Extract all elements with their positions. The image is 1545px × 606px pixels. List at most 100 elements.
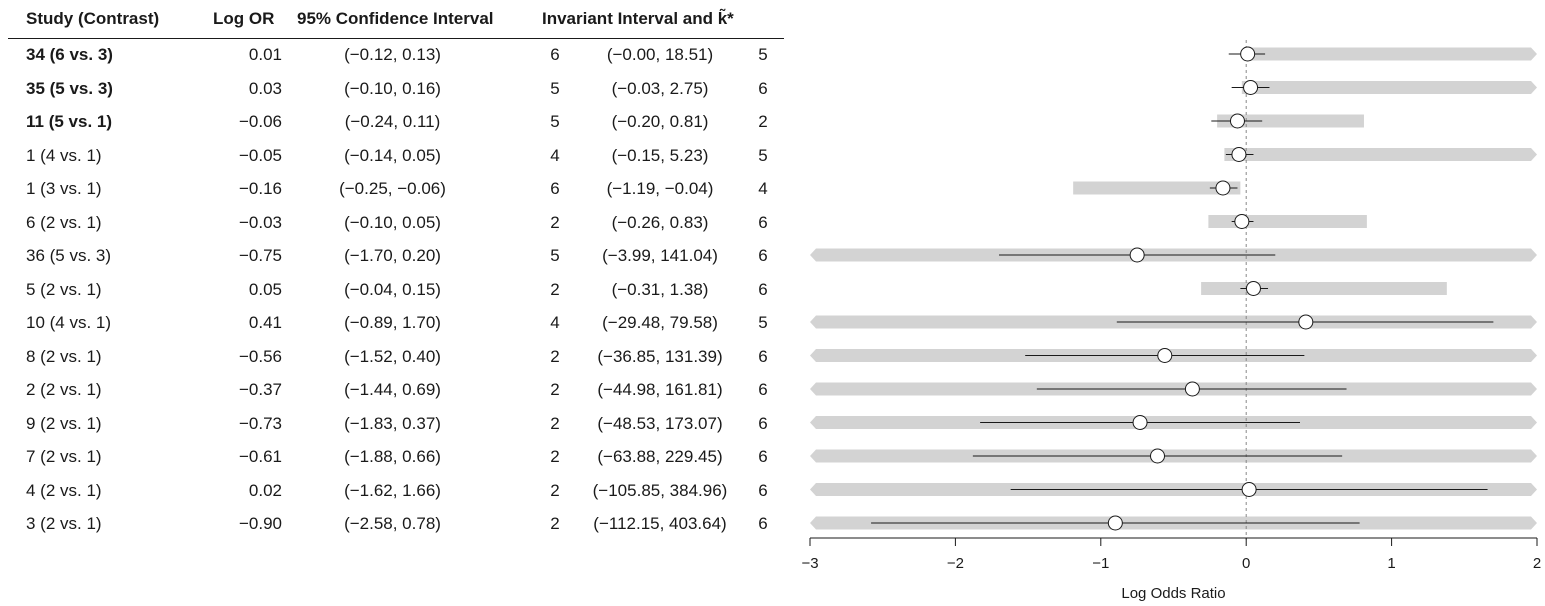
cell-k: 6 [550, 179, 560, 198]
point-estimate [1132, 415, 1148, 430]
cell-invariant-interval: (−29.48, 79.58) [602, 313, 718, 332]
cell-log-or: 0.03 [248, 78, 282, 98]
cell-confidence-interval: (−0.14, 0.05) [344, 145, 441, 165]
invariant-interval-band [1224, 148, 1537, 161]
cell-k: 5 [550, 246, 560, 265]
cell-study: 1 (4 vs. 1) [26, 145, 102, 165]
cell-study: 3 (2 vs. 1) [26, 514, 102, 533]
header-divider [8, 38, 784, 39]
cell-log-or: −0.75 [238, 246, 282, 265]
point-estimate [1107, 515, 1123, 531]
cell-k-tilde: 5 [758, 145, 768, 165]
cell-k: 2 [550, 413, 560, 433]
cell-study: 4 (2 vs. 1) [26, 480, 102, 500]
cell-confidence-interval: (−0.89, 1.70) [344, 313, 441, 332]
cell-invariant-interval: (−44.98, 161.81) [597, 380, 723, 399]
point-estimate [1150, 448, 1166, 464]
cell-k-tilde: 6 [758, 212, 768, 232]
cell-confidence-interval: (−0.04, 0.15) [344, 279, 441, 299]
cell-k: 4 [550, 313, 560, 332]
cell-k-tilde: 5 [758, 313, 768, 332]
cell-log-or: −0.56 [238, 346, 282, 366]
point-estimate [1234, 214, 1250, 229]
cell-k: 2 [550, 514, 560, 533]
cell-study: 10 (4 vs. 1) [26, 313, 112, 332]
cell-confidence-interval: (−1.83, 0.37) [344, 413, 441, 433]
cell-study: 11 (5 vs. 1) [26, 112, 113, 131]
header-study: Study (Contrast) [26, 9, 160, 28]
cell-log-or: 0.01 [248, 45, 282, 64]
cell-study: 1 (3 vs. 1) [26, 179, 102, 198]
cell-log-or: −0.03 [238, 212, 282, 232]
cell-confidence-interval: (−2.58, 0.78) [344, 514, 441, 533]
cell-k: 4 [550, 145, 560, 165]
x-tick-label: −2 [947, 555, 964, 572]
cell-study: 36 (5 vs. 3) [26, 246, 112, 265]
cell-invariant-interval: (−48.53, 173.07) [597, 413, 723, 433]
x-tick-label: 0 [1242, 555, 1250, 572]
cell-study: 5 (2 vs. 1) [26, 279, 102, 299]
cell-log-or: −0.06 [238, 112, 282, 131]
cell-confidence-interval: (−1.88, 0.66) [344, 447, 441, 466]
point-estimate [1184, 381, 1200, 397]
cell-k: 2 [550, 380, 560, 399]
cell-invariant-interval: (−63.88, 229.45) [597, 447, 723, 466]
header-invariant-interval: Invariant Interval and k̃* [542, 9, 734, 28]
cell-confidence-interval: (−0.12, 0.13) [344, 45, 441, 64]
cell-study: 7 (2 vs. 1) [26, 447, 102, 466]
cell-confidence-interval: (−1.44, 0.69) [344, 380, 441, 399]
header-confidence-interval: 95% Confidence Interval [297, 9, 494, 28]
cell-log-or: 0.05 [248, 279, 282, 299]
cell-k: 5 [550, 78, 560, 98]
cell-k: 2 [550, 279, 560, 299]
cell-k-tilde: 4 [758, 179, 768, 198]
point-estimate [1240, 46, 1256, 62]
cell-confidence-interval: (−0.10, 0.16) [344, 78, 441, 98]
invariant-interval-band [1241, 81, 1537, 94]
cell-confidence-interval: (−1.70, 0.20) [344, 246, 441, 265]
cell-invariant-interval: (−3.99, 141.04) [602, 246, 718, 265]
cell-study: 8 (2 vs. 1) [26, 346, 102, 366]
cell-k-tilde: 6 [758, 413, 768, 433]
cell-confidence-interval: (−0.10, 0.05) [344, 212, 441, 232]
cell-invariant-interval: (−105.85, 384.96) [592, 480, 728, 500]
cell-log-or: −0.05 [238, 145, 282, 165]
invariant-interval-band [1246, 47, 1537, 61]
cell-k: 2 [550, 212, 560, 232]
invariant-interval-band [1217, 114, 1364, 128]
cell-study: 2 (2 vs. 1) [26, 380, 102, 399]
cell-k-tilde: 6 [758, 480, 768, 500]
cell-invariant-interval: (−0.15, 5.23) [611, 145, 709, 165]
x-axis-label: Log Odds Ratio [1121, 585, 1225, 602]
point-estimate [1229, 113, 1245, 129]
cell-log-or: −0.73 [238, 413, 282, 433]
cell-confidence-interval: (−0.25, −0.06) [339, 179, 446, 198]
cell-k: 2 [550, 480, 560, 500]
cell-invariant-interval: (−0.26, 0.83) [611, 212, 709, 232]
cell-invariant-interval: (−36.85, 131.39) [597, 346, 723, 366]
cell-confidence-interval: (−0.24, 0.11) [344, 112, 441, 131]
cell-k-tilde: 6 [758, 246, 768, 265]
cell-k-tilde: 6 [758, 447, 768, 466]
cell-k: 2 [550, 346, 560, 366]
cell-k-tilde: 6 [758, 346, 768, 366]
cell-confidence-interval: (−1.62, 1.66) [344, 480, 441, 500]
cell-k: 2 [550, 447, 560, 466]
cell-k: 5 [550, 112, 560, 131]
cell-invariant-interval: (−0.20, 0.81) [611, 112, 709, 131]
cell-k-tilde: 6 [758, 514, 768, 533]
point-estimate [1298, 314, 1314, 330]
cell-invariant-interval: (−0.00, 18.51) [606, 45, 714, 64]
cell-invariant-interval: (−1.19, −0.04) [606, 179, 714, 198]
cell-k: 6 [550, 45, 560, 64]
cell-k-tilde: 2 [758, 112, 768, 131]
cell-study: 35 (5 vs. 3) [26, 78, 113, 98]
cell-k-tilde: 6 [758, 380, 768, 399]
cell-log-or: 0.02 [248, 480, 282, 500]
x-tick-label: 1 [1387, 555, 1395, 572]
point-estimate [1231, 147, 1247, 162]
cell-log-or: −0.61 [238, 447, 282, 466]
cell-log-or: −0.37 [238, 380, 282, 399]
x-tick-label: 2 [1533, 555, 1541, 572]
